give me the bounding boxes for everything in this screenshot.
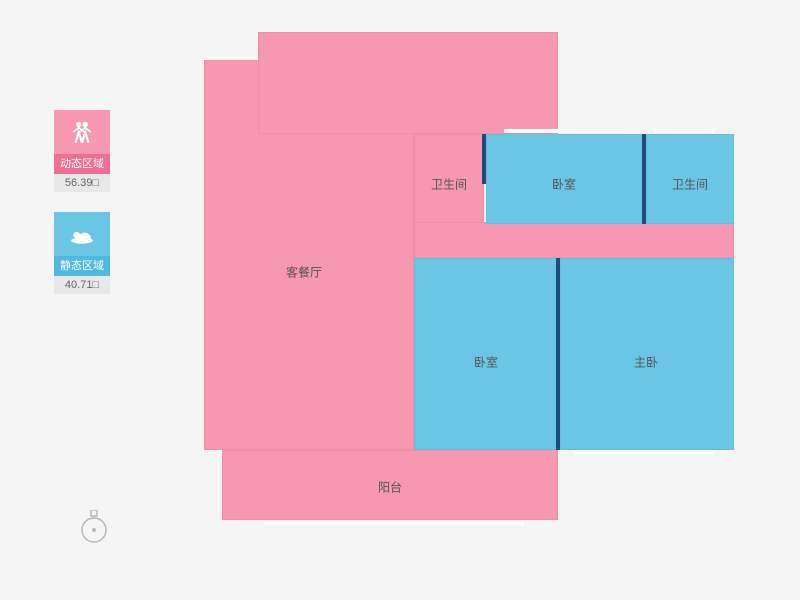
wall-2 — [482, 134, 486, 184]
legend: 动态区域 56.39□ 静态区域 40.71□ — [54, 110, 110, 314]
window-2 — [264, 522, 524, 526]
room-label-bath2: 卫生间 — [672, 176, 708, 193]
wall-0 — [556, 258, 560, 450]
static-zone-value: 40.71□ — [54, 276, 110, 294]
wall-1 — [642, 134, 646, 224]
room-hall — [414, 222, 734, 258]
static-zone-icon — [54, 212, 110, 256]
dynamic-zone-label: 动态区域 — [54, 154, 110, 174]
room-label-master: 主卧 — [634, 354, 658, 371]
window-1 — [654, 129, 714, 133]
room-label-bath1: 卫生间 — [431, 176, 467, 193]
room-upper — [258, 32, 558, 134]
dynamic-zone-value: 56.39□ — [54, 174, 110, 192]
dynamic-zone-icon — [54, 110, 110, 154]
room-label-bed2: 卧室 — [474, 354, 498, 371]
floor-plan: 客餐厅卫生间阳台卧室卫生间卧室主卧 — [204, 32, 734, 562]
window-0 — [504, 129, 624, 133]
compass-icon — [80, 510, 108, 549]
room-label-bed1: 卧室 — [552, 176, 576, 193]
room-label-balcony: 阳台 — [378, 479, 402, 496]
static-zone-label: 静态区域 — [54, 256, 110, 276]
room-label-living: 客餐厅 — [286, 264, 322, 281]
window-3 — [574, 452, 714, 456]
